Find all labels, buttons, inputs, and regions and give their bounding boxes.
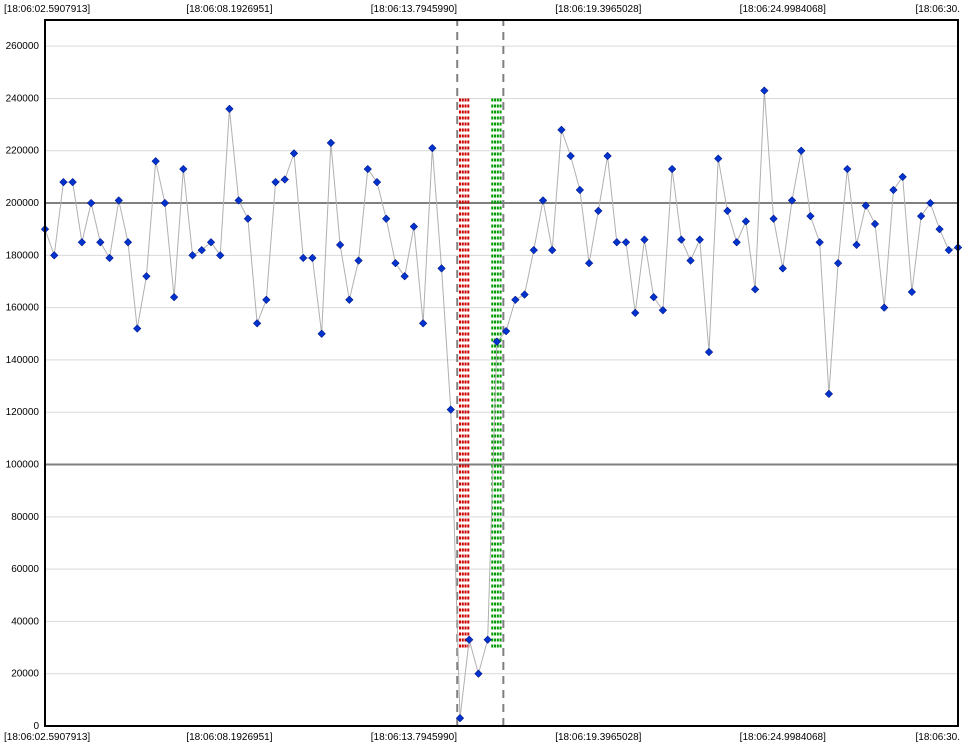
x-tick-label-bottom: [18:06:30. [916,732,960,743]
y-tick-label: 140000 [6,355,40,366]
x-tick-label-bottom: [18:06:02.5907913] [4,732,90,743]
x-tick-label-top: [18:06:13.7945990] [371,4,457,15]
x-tick-label-top: [18:06:08.1926951] [186,4,272,15]
x-tick-label-top: [18:06:24.9984068] [740,4,826,15]
y-tick-label: 160000 [6,303,40,314]
x-tick-label-bottom: [18:06:24.9984068] [740,732,826,743]
y-tick-label: 80000 [11,512,39,523]
y-tick-label: 0 [33,721,39,732]
y-tick-label: 40000 [11,616,39,627]
x-tick-label-top: [18:06:30. [916,4,960,15]
y-tick-label: 200000 [6,198,40,209]
x-tick-label-bottom: [18:06:08.1926951] [186,732,272,743]
x-tick-label-bottom: [18:06:19.3965028] [555,732,641,743]
y-tick-label: 20000 [11,669,39,680]
x-tick-label-top: [18:06:02.5907913] [4,4,90,15]
y-tick-label: 100000 [6,460,40,471]
y-tick-label: 60000 [11,564,39,575]
y-tick-label: 180000 [6,250,40,261]
x-tick-label-top: [18:06:19.3965028] [555,4,641,15]
y-tick-label: 220000 [6,146,40,157]
y-tick-label: 240000 [6,93,40,104]
timeseries-chart: 0 20000 40000 60000 80000 100000 120000 140000 1… [0,0,962,746]
y-tick-label: 120000 [6,407,40,418]
x-tick-label-bottom: [18:06:13.7945990] [371,732,457,743]
y-tick-label: 260000 [6,41,40,52]
